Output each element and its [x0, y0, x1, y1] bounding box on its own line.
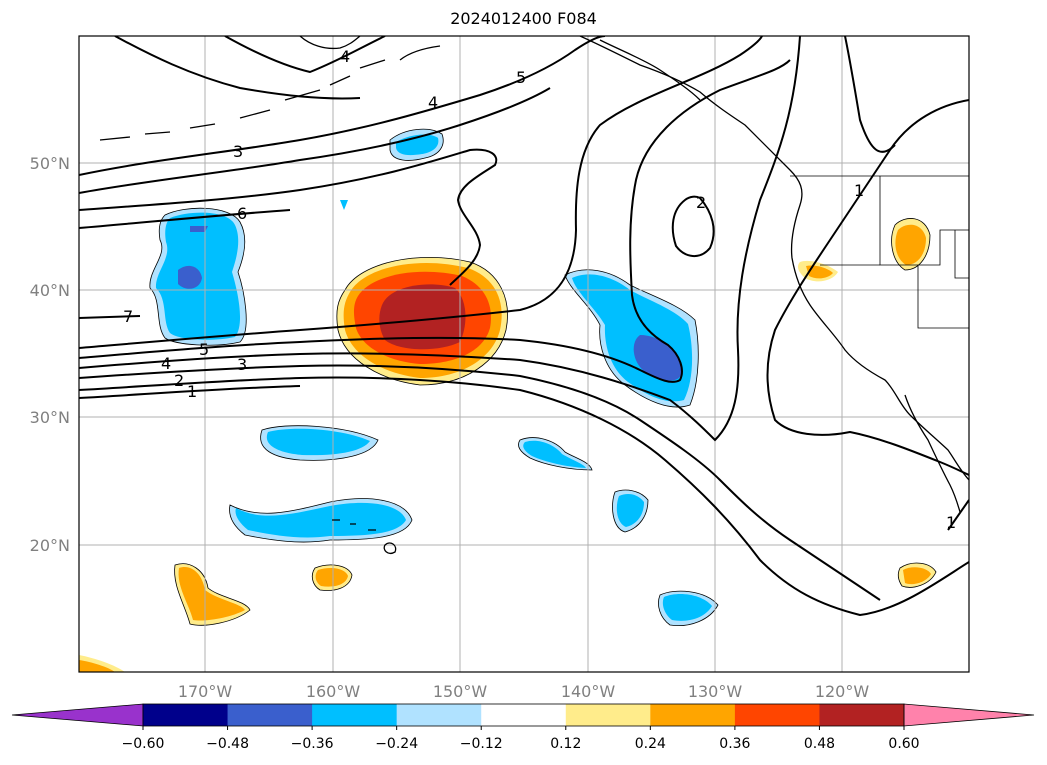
- contour-label: 2: [174, 371, 184, 390]
- contour-label: 7: [123, 307, 133, 326]
- contour-line: [79, 315, 141, 319]
- lon-tick-label: 130°W: [688, 682, 743, 701]
- hawaii-islands: [332, 519, 397, 554]
- colorbar-extend-high: [903, 703, 1035, 727]
- colorbar-bin: [565, 704, 651, 726]
- contour-line: [79, 36, 763, 349]
- negative-anomaly-region: [235, 502, 406, 538]
- colorbar-tick-label: −0.12: [460, 736, 503, 752]
- contour-line: [114, 36, 361, 100]
- contour-label: 2: [696, 193, 706, 212]
- contour-label: 3: [233, 142, 243, 161]
- alaska-coast: [299, 36, 701, 101]
- colorbar-tick-label: 0.24: [635, 736, 666, 752]
- colorbar-tick-label: 0.60: [888, 736, 919, 752]
- lon-tick-label: 150°W: [433, 682, 488, 701]
- colorbar-bin: [734, 704, 820, 726]
- contour-line: [79, 385, 301, 399]
- negative-anomaly-region: [616, 494, 644, 527]
- colorbar-tick-label: −0.24: [375, 736, 418, 752]
- coastlines: [99, 36, 969, 554]
- colorbar-tick-label: −0.36: [291, 736, 334, 752]
- height-contours: [79, 36, 969, 617]
- colorbar: −0.60 −0.48 −0.36 −0.24 −0.12 0.12 0.24 0.36 0.4…: [11, 703, 1035, 752]
- state-borders: [790, 175, 969, 329]
- colorbar-bin: [143, 704, 229, 726]
- contour-line: [79, 364, 881, 601]
- colorbar-tick-label: −0.60: [122, 736, 165, 752]
- positive-anomaly-region: [178, 567, 245, 621]
- north-america-coast: [579, 36, 969, 481]
- contour-label: 1: [854, 181, 864, 200]
- negative-anomaly-core: [178, 265, 202, 289]
- colorbar-tick-label: −0.48: [206, 736, 249, 752]
- contour-label: 1: [187, 382, 197, 401]
- contour-line: [79, 148, 498, 286]
- colorbar-extend-low: [11, 703, 144, 727]
- contour-line: [79, 36, 801, 442]
- colorbar-tick-label: 0.48: [804, 736, 835, 752]
- contour-line: [79, 36, 606, 176]
- lon-tick-label: 140°W: [561, 682, 616, 701]
- lat-tick-label: 40°N: [30, 281, 70, 300]
- contour-labels: 4 5 4 3 6 7 2 1 4 5 3 2 1 1: [123, 47, 956, 532]
- colorbar-bin: [227, 704, 313, 726]
- colorbar-tick-label: 0.36: [719, 736, 750, 752]
- longitude-labels: 170°W 160°W 150°W 140°W 130°W 120°W: [178, 682, 870, 701]
- colorbar-outline: [142, 703, 905, 727]
- contour-label: 6: [237, 204, 247, 223]
- lon-tick-label: 160°W: [306, 682, 361, 701]
- aleutian-islands: [99, 59, 386, 141]
- contour-line: [947, 499, 969, 531]
- contour-line: [79, 59, 791, 383]
- map-title: 2024012400 F084: [450, 9, 597, 28]
- positive-anomaly-region: [903, 567, 931, 585]
- contour-label: 5: [516, 68, 526, 87]
- contour-label: 4: [340, 47, 350, 66]
- positive-anomaly-region: [895, 224, 926, 265]
- map-panel: [79, 36, 969, 672]
- colorbar-bin: [481, 704, 567, 726]
- lat-tick-label: 50°N: [30, 154, 70, 173]
- colorbar-bin: [819, 704, 905, 726]
- positive-anomaly-region: [79, 660, 115, 672]
- contour-label: 4: [161, 354, 171, 373]
- negative-anomaly-core: [633, 335, 682, 381]
- contour-line: [766, 99, 969, 476]
- contour-label: 4: [428, 93, 438, 112]
- map-frame: [78, 35, 970, 673]
- negative-anomaly-region: [523, 440, 586, 468]
- positive-anomaly-core: [379, 284, 466, 350]
- colorbar-bin: [312, 704, 398, 726]
- contour-label: 1: [946, 513, 956, 532]
- colorbar-bin: [396, 704, 482, 726]
- contour-line: [79, 209, 291, 229]
- contour-line: [844, 36, 896, 153]
- contour-line: [224, 36, 386, 74]
- lat-tick-label: 20°N: [30, 536, 70, 555]
- contour-label: 3: [237, 355, 247, 374]
- latitude-labels: 50°N 40°N 30°N 20°N: [30, 154, 70, 555]
- contour-line: [79, 87, 551, 194]
- colorbar-bin: [650, 704, 736, 726]
- lon-tick-label: 170°W: [178, 682, 233, 701]
- positive-anomaly-region: [806, 265, 833, 279]
- lon-tick-label: 120°W: [815, 682, 870, 701]
- negative-anomaly-core: [190, 226, 208, 232]
- negative-anomaly-region: [266, 428, 370, 456]
- negative-anomaly-region: [662, 594, 712, 621]
- contour-label: 5: [199, 340, 209, 359]
- colorbar-tick-label: 0.12: [550, 736, 581, 752]
- negative-anomaly-region: [340, 200, 348, 210]
- positive-anomaly-region: [315, 568, 348, 587]
- contour-line: [671, 195, 715, 257]
- lat-tick-label: 30°N: [30, 408, 70, 427]
- contour-line: [79, 376, 969, 617]
